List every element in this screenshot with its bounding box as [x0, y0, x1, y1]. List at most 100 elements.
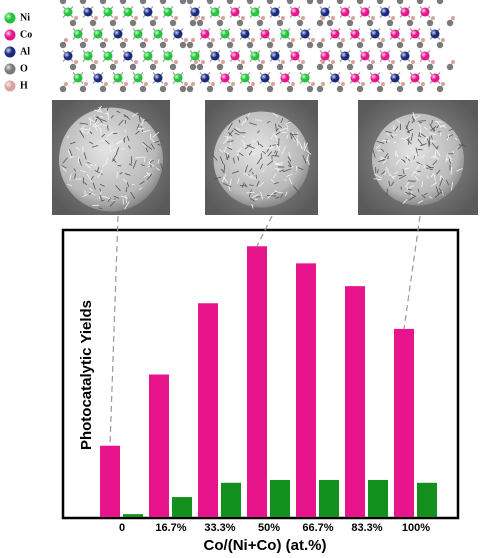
metal-shine [230, 7, 240, 17]
nanosheet [280, 117, 284, 124]
nanosheet [220, 168, 225, 173]
h-atom [371, 60, 375, 64]
nanosheet [287, 160, 292, 168]
metal-shine [290, 51, 300, 61]
nanosheet [223, 182, 232, 188]
o-atom [226, 0, 234, 5]
metal-shine [113, 29, 123, 39]
nanosheet [227, 147, 233, 150]
nanosheet [251, 194, 259, 199]
nanosheet [396, 119, 403, 125]
metal-shine [280, 73, 290, 83]
o-atom [109, 19, 117, 27]
microsphere [59, 107, 163, 212]
nanosheet [427, 139, 436, 143]
nanosheet [306, 153, 310, 162]
nanosheet [236, 147, 243, 153]
nanosheet [157, 143, 161, 146]
nanosheet [432, 160, 438, 166]
metal-shine [320, 51, 330, 61]
nanosheet [414, 115, 421, 120]
metal-shine [83, 51, 93, 61]
o-atom [89, 63, 97, 71]
nanosheet [80, 128, 89, 130]
h-atom [311, 82, 315, 86]
microsphere [213, 111, 310, 208]
metal-shine [270, 7, 280, 17]
o-atom [169, 19, 177, 27]
h-atom [251, 38, 255, 42]
o-atom [186, 41, 194, 49]
bar [270, 479, 290, 517]
h-atom [261, 16, 265, 20]
metal-shine [340, 7, 350, 17]
o-atom [186, 0, 194, 5]
nanosheet [402, 169, 405, 175]
metal-shine [103, 7, 113, 17]
nanosheet [414, 175, 419, 181]
nanosheet [146, 171, 151, 177]
nanosheet [267, 151, 272, 157]
h-atom [144, 38, 148, 42]
metal-shine [340, 51, 350, 61]
nanosheet [219, 148, 223, 153]
h-atom [104, 38, 108, 42]
nanosheet [109, 201, 116, 207]
nanosheet [136, 124, 140, 130]
nanosheet [266, 145, 272, 153]
nanosheet [228, 129, 234, 136]
nanosheet [243, 172, 246, 176]
nanosheet [270, 178, 275, 183]
nanosheet [128, 163, 133, 166]
h-atom [104, 82, 108, 86]
o-atom [326, 19, 334, 27]
nanosheet [372, 149, 376, 158]
o-atom [226, 85, 234, 93]
nanosheet [305, 149, 312, 155]
o-atom [306, 0, 314, 5]
nanosheet [116, 110, 121, 114]
nanosheet [79, 130, 85, 139]
nanosheet [378, 159, 386, 162]
h-atom [401, 82, 405, 86]
bar [247, 246, 267, 517]
h-atom [64, 38, 68, 42]
nanosheet [405, 125, 410, 134]
o-atom [446, 63, 454, 71]
h-atom [154, 60, 158, 64]
nanosheet [289, 132, 293, 140]
nanosheet [428, 142, 430, 148]
metal-shine [410, 29, 420, 39]
legend-label: H [20, 80, 28, 91]
nanosheet [61, 166, 67, 172]
nanosheet [249, 122, 257, 126]
metal-shine [163, 51, 173, 61]
lattice-panel [316, 0, 455, 93]
nanosheet [95, 116, 99, 119]
metal-shine [380, 51, 390, 61]
h-atom [291, 38, 295, 42]
o-atom [79, 0, 87, 5]
o-atom [119, 0, 127, 5]
nanosheet [429, 168, 434, 171]
o-atom [119, 85, 127, 93]
nanosheet [87, 127, 91, 135]
nanosheet [405, 120, 410, 130]
nanosheet [113, 195, 120, 199]
metal-shine [400, 51, 410, 61]
o-atom [179, 41, 187, 49]
nanosheet [415, 147, 419, 156]
h-atom [114, 16, 118, 20]
nanosheet [237, 177, 240, 184]
nanosheet [107, 131, 115, 137]
nanosheet [438, 187, 443, 195]
nanosheet [138, 187, 143, 191]
nanosheet [275, 127, 279, 132]
nanosheet [275, 151, 278, 157]
o-atom [59, 0, 67, 5]
nanosheet [248, 189, 252, 198]
nanosheet [285, 121, 291, 125]
nanosheet [224, 146, 228, 152]
nanosheet [148, 158, 152, 166]
